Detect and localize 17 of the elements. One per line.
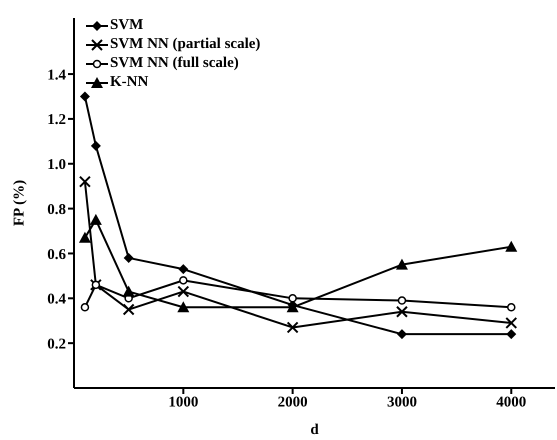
y-tick-label: 0.2: [47, 336, 66, 352]
y-tick-label: 0.6: [47, 246, 66, 263]
y-tick-label: 1.0: [47, 157, 66, 174]
x-axis-title: d: [310, 422, 320, 438]
legend-label: SVM NN (partial scale): [110, 35, 260, 54]
x-tick-label: 1000: [168, 394, 198, 411]
y-tick-label: 1.2: [47, 112, 66, 128]
y-tick-label: 0.8: [47, 202, 66, 218]
x-tick-label: 4000: [496, 394, 526, 411]
legend-label: SVM: [110, 16, 144, 35]
x-tick-label: 3000: [386, 394, 417, 411]
x-tick-label: 2000: [278, 394, 308, 411]
legend-label: K-NN: [110, 73, 148, 92]
y-axis-title: FP (%): [11, 180, 28, 226]
y-tick-label: 0.4: [47, 292, 66, 308]
legend-label: SVM NN (full scale): [110, 54, 239, 73]
y-tick-label: 1.4: [47, 67, 66, 84]
